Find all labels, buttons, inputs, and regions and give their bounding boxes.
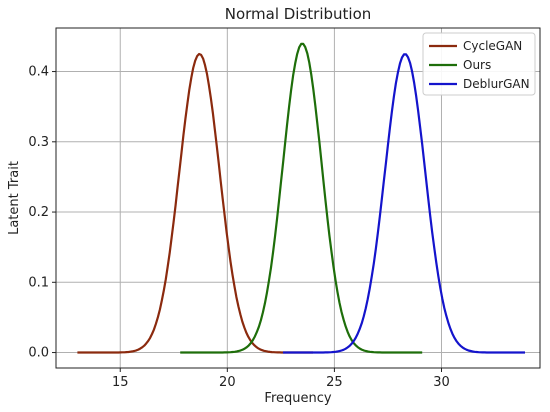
legend-box [422, 32, 536, 96]
y-tick-label: 0.2 [28, 205, 49, 220]
chart-title: Normal Distribution [225, 5, 372, 23]
y-tick-label: 0.3 [28, 135, 49, 150]
y-axis-title: Latent Trait [7, 161, 22, 235]
series-line-deblurgan [283, 53, 525, 354]
legend-label: CycleGAN [463, 39, 522, 53]
y-tick-label: 0.0 [28, 346, 49, 361]
x-tick-label: 15 [112, 375, 129, 390]
series-line-cyclegan [77, 52, 313, 354]
legend: CycleGAN Ours DeblurGAN [422, 32, 536, 96]
legend-label: DeblurGAN [463, 77, 530, 91]
x-tick-label: 20 [219, 375, 236, 390]
y-tick-label: 0.1 [28, 275, 49, 290]
x-tick-label: 30 [433, 375, 450, 390]
x-axis-title: Frequency [264, 391, 331, 406]
x-tick-label: 25 [326, 375, 343, 390]
y-tick-label: 0.4 [28, 65, 49, 80]
legend-label: Ours [463, 58, 491, 72]
series-line-ours [180, 42, 423, 354]
y-axis: 0.0 0.1 0.2 0.3 0.4 [28, 65, 56, 361]
plot-frame [55, 27, 541, 369]
x-axis: 15 20 25 30 [112, 368, 450, 390]
series-layer [77, 42, 525, 354]
